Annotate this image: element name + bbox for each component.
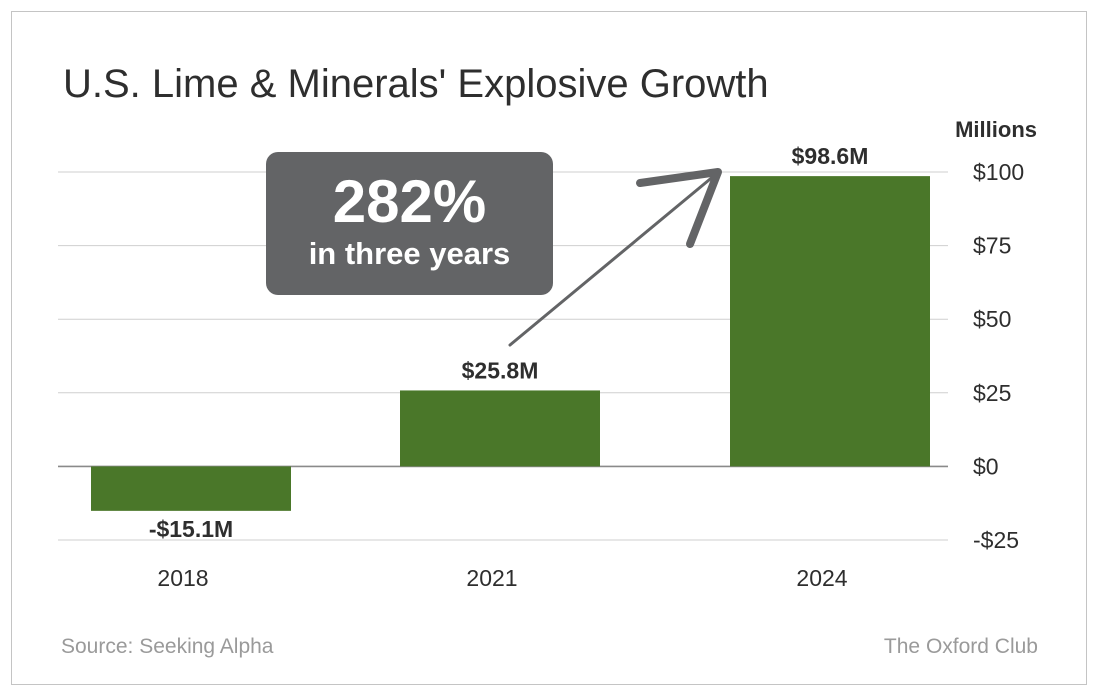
x-axis-ticks: 2018 2021 2024 — [157, 565, 847, 591]
x-tick-label: 2018 — [157, 565, 208, 591]
data-label-2018: -$15.1M — [149, 516, 233, 542]
growth-arrow — [508, 168, 722, 347]
y-tick-label: $25 — [973, 380, 1011, 406]
source-note: Source: Seeking Alpha — [61, 635, 274, 658]
arrow-head — [636, 168, 722, 248]
data-label-2021: $25.8M — [462, 357, 539, 383]
data-labels: -$15.1M $25.8M $98.6M — [149, 143, 869, 542]
bar-2021 — [400, 390, 600, 467]
bar-2018 — [91, 466, 291, 511]
growth-caption: in three years — [308, 236, 511, 271]
unit-label: Millions — [955, 117, 1037, 142]
growth-callout: 282% in three years — [266, 152, 553, 295]
x-tick-label: 2021 — [466, 565, 517, 591]
x-tick-label: 2024 — [796, 565, 847, 591]
y-tick-label: -$25 — [973, 527, 1019, 553]
y-tick-label: $50 — [973, 306, 1011, 332]
y-axis-ticks: $100 $75 $50 $25 $0 -$25 — [973, 159, 1024, 553]
y-tick-label: $75 — [973, 233, 1011, 259]
data-label-2024: $98.6M — [792, 143, 869, 169]
growth-percent: 282% — [332, 168, 487, 235]
bar-2024 — [730, 176, 930, 467]
arrow-shaft — [508, 173, 717, 347]
y-tick-label: $0 — [973, 453, 999, 479]
bars — [91, 176, 930, 511]
brand-name: The Oxford Club — [883, 635, 1038, 658]
chart-title: U.S. Lime & Minerals' Explosive Growth — [63, 62, 769, 106]
y-tick-label: $100 — [973, 159, 1024, 185]
